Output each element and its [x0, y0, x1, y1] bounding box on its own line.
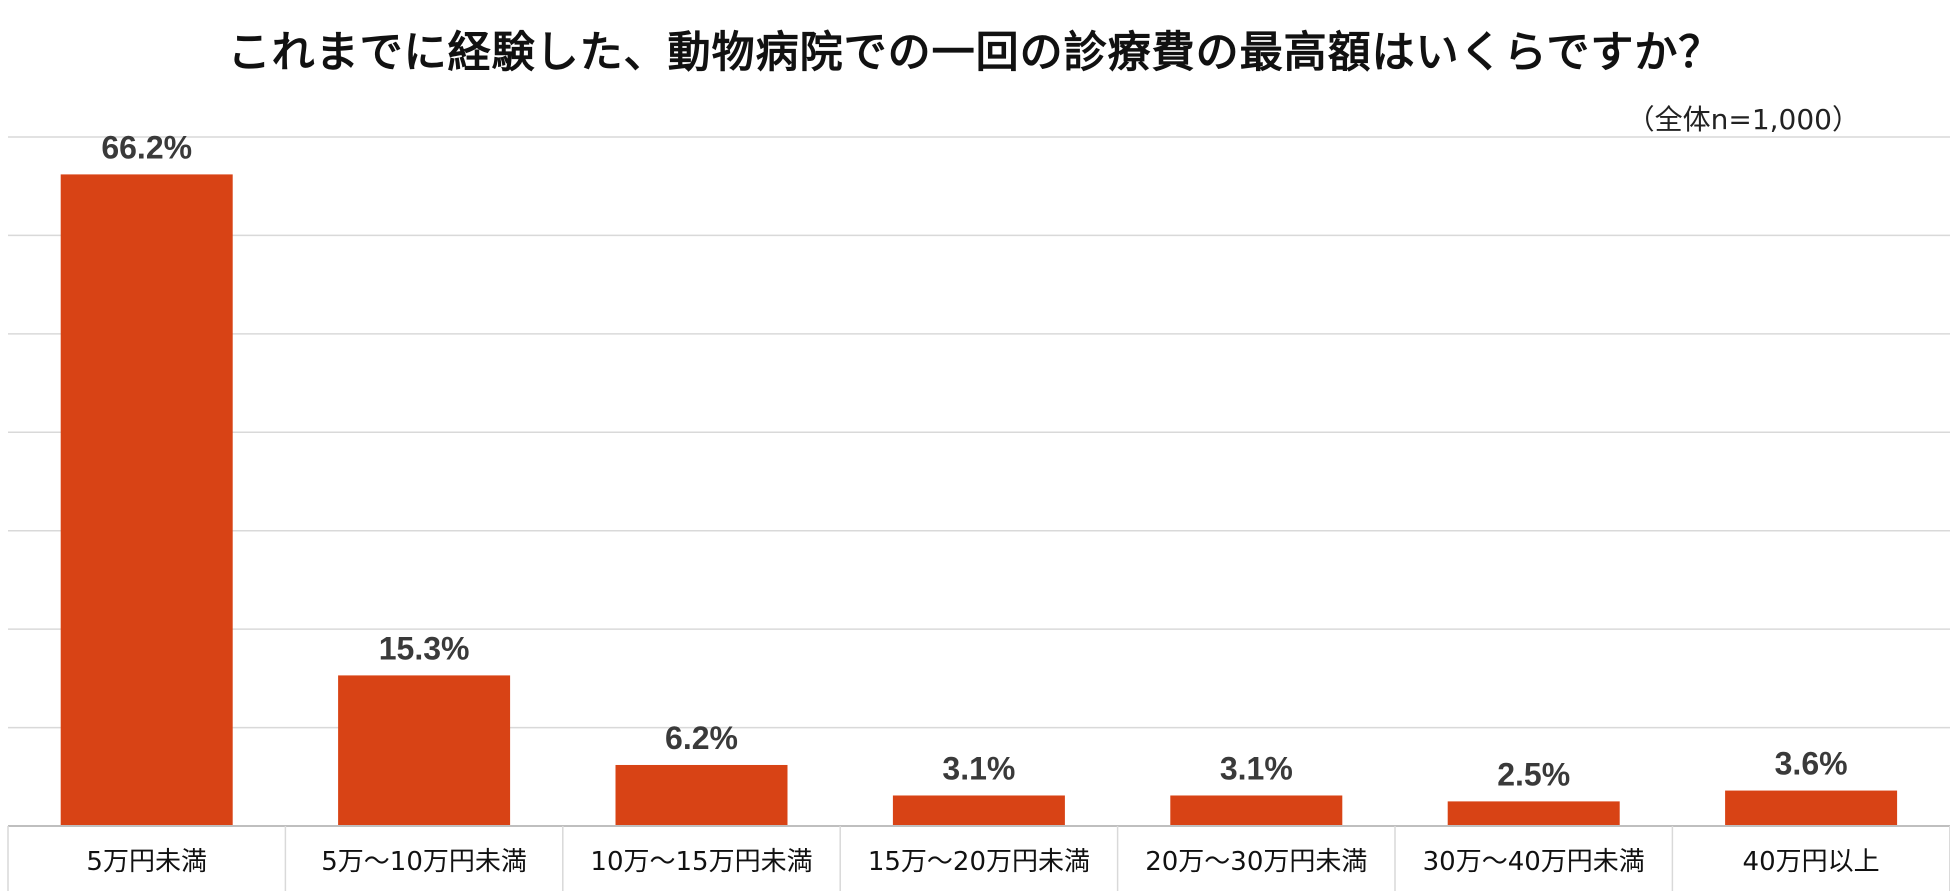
category-labels: 5万円未満 5万～10万円未満 10万～15万円未満 15万～20万円未満 20万～30…: [86, 847, 1879, 877]
category-label: 20万～30万円未満: [1145, 847, 1367, 877]
value-label: 15.3%: [379, 630, 470, 666]
value-label: 3.6%: [1775, 746, 1848, 782]
bar: [60, 174, 233, 827]
category-label: 15万～20万円未満: [868, 847, 1090, 877]
category-label: 5万～10万円未満: [321, 847, 527, 877]
x-axis: [7, 825, 1950, 891]
bar: [1725, 790, 1898, 826]
value-label: 66.2%: [101, 129, 192, 165]
value-label: 3.1%: [942, 750, 1015, 786]
value-label: 3.1%: [1220, 750, 1293, 786]
category-label: 40万円以上: [1743, 847, 1880, 877]
bar: [1170, 795, 1343, 826]
bar: [892, 795, 1065, 826]
value-label: 6.2%: [665, 720, 738, 756]
value-label: 2.5%: [1497, 756, 1570, 792]
chart-title: これまでに経験した、動物病院での一回の診療費の最高額はいくらですか？: [227, 28, 1723, 78]
value-labels: 66.2% 15.3% 6.2% 3.1% 3.1% 2.5% 3.6%: [101, 129, 1847, 792]
bar: [338, 675, 511, 826]
category-label: 10万～15万円未満: [590, 847, 812, 877]
bar: [615, 764, 788, 826]
category-label: 5万円未満: [86, 847, 207, 877]
chart-subtitle: （全体n=1,000）: [1626, 103, 1860, 136]
bar: [1447, 801, 1620, 826]
grid-lines: [8, 136, 1950, 729]
bars: [60, 174, 1898, 827]
category-label: 30万～40万円未満: [1423, 847, 1645, 877]
